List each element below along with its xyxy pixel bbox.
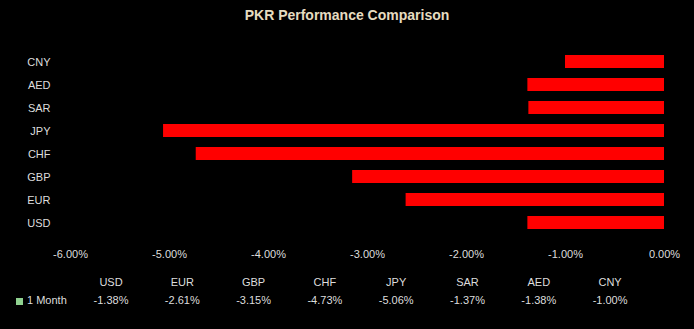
svg-text:JPY: JPY (30, 125, 51, 137)
svg-text:CNY: CNY (27, 56, 51, 68)
html-text:CHF: CHF (313, 276, 337, 288)
svg-text:GBP: GBP (27, 171, 50, 183)
svg-text:-1.00%: -1.00% (548, 248, 583, 260)
html-text:JPY: JPY (386, 276, 407, 288)
html-text:CNY: CNY (598, 276, 622, 288)
html-text:PKR Performance Comparison: PKR Performance Comparison (244, 7, 450, 23)
html-text:AED: AED (527, 276, 551, 288)
html-text:EUR: EUR (170, 276, 194, 288)
svg-text:EUR: EUR (27, 194, 50, 206)
svg-text:0.00%: 0.00% (649, 248, 680, 260)
svg-text:USD: USD (27, 217, 50, 229)
html-text:-4.73%: -4.73% (307, 294, 343, 306)
html-text:-5.06%: -5.06% (378, 294, 414, 306)
html-text:1 Month: 1 Month (27, 294, 67, 306)
html-text:-1.37%: -1.37% (450, 294, 485, 306)
svg-text:-2.00%: -2.00% (449, 248, 484, 260)
svg-text:-4.00%: -4.00% (251, 248, 286, 260)
svg-text:CHF: CHF (28, 148, 51, 160)
svg-text:-6.00%: -6.00% (53, 248, 88, 260)
html-text:-1.00%: -1.00% (592, 294, 628, 306)
html-text:-3.15%: -3.15% (236, 294, 271, 306)
html-text:-2.61%: -2.61% (164, 294, 200, 306)
svg-text:AED: AED (28, 79, 51, 91)
html-text:-1.38%: -1.38% (521, 294, 557, 306)
html-text:SAR: SAR (456, 276, 479, 288)
html-text:USD: USD (99, 276, 123, 288)
svg-text:SAR: SAR (28, 102, 51, 114)
html-text:-1.38%: -1.38% (93, 294, 129, 306)
svg-text:-5.00%: -5.00% (152, 248, 187, 260)
svg-text:-3.00%: -3.00% (350, 248, 385, 260)
html-text:GBP: GBP (242, 276, 266, 288)
